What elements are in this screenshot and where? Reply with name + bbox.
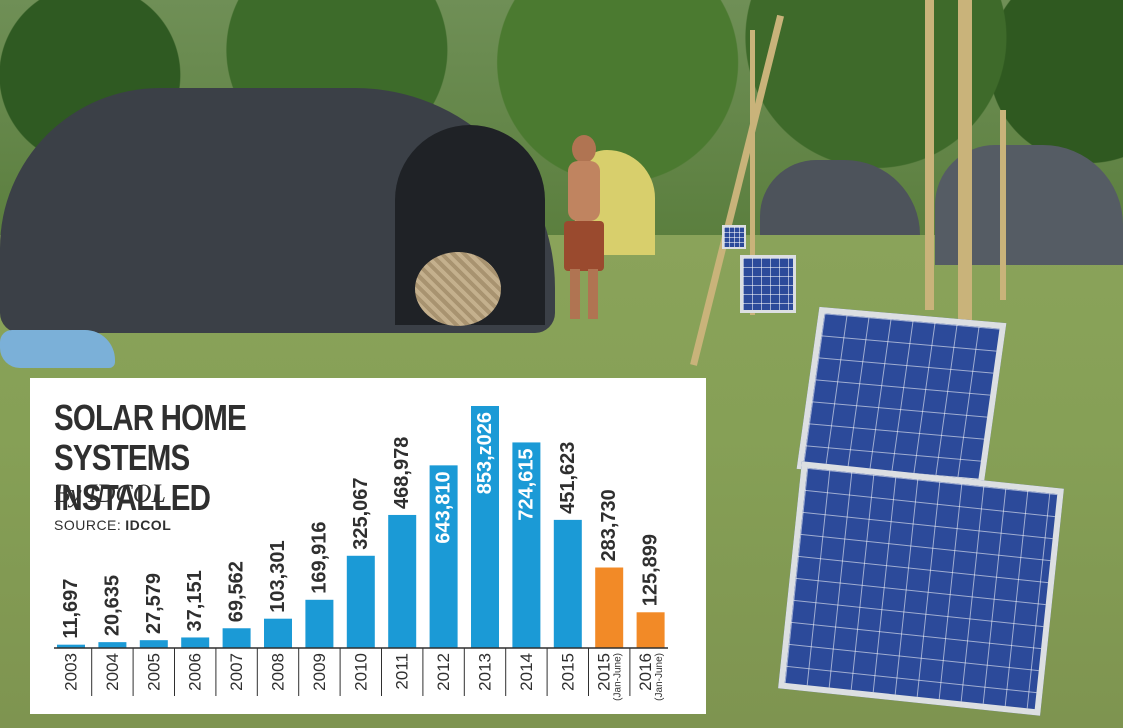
- x-tick-label: 2011: [393, 653, 412, 690]
- data-label: 724,615: [515, 448, 537, 520]
- x-tick-label: 2015: [558, 653, 577, 691]
- data-label: 27,579: [143, 573, 165, 634]
- data-label: 125,899: [640, 534, 662, 606]
- bar-2007: [222, 628, 251, 648]
- chart-subtitle: By IDCOL: [54, 479, 166, 508]
- bar-2004: [98, 642, 127, 648]
- data-label: 643,810: [433, 471, 455, 543]
- bar-2005: [139, 640, 168, 648]
- bamboo-pole: [925, 0, 934, 310]
- source-label: SOURCE:: [54, 517, 122, 533]
- x-tick-label: 2014: [517, 653, 536, 691]
- data-label: 169,916: [308, 521, 330, 593]
- blue-tarp: [0, 330, 115, 368]
- bar-2010: [346, 555, 375, 648]
- x-tick-note: (Jan-June): [613, 653, 624, 701]
- data-label: 451,623: [557, 442, 579, 514]
- x-tick-label: 2003: [62, 653, 81, 691]
- bar-2003: [57, 644, 85, 648]
- x-tick-label: 2010: [351, 653, 370, 691]
- x-tick-note: (Jan-June): [654, 653, 665, 701]
- x-tick-label: 2005: [144, 653, 163, 691]
- infographic-card: SOLAR HOME SYSTEMS INSTALLED By IDCOL SO…: [30, 378, 706, 714]
- solar-panel: [796, 306, 1007, 486]
- chart-title: SOLAR HOME SYSTEMS INSTALLED: [54, 397, 247, 518]
- x-tick-label: 2013: [476, 653, 495, 691]
- data-label: 20,635: [101, 575, 123, 636]
- solar-panel: [778, 461, 1064, 716]
- bar-2015-jan-june: [595, 567, 624, 648]
- x-tick-label: 2012: [434, 653, 453, 691]
- x-tick-label: 2016: [636, 653, 655, 691]
- data-label: 103,301: [267, 540, 289, 612]
- bar-chart: 11,697 2003 20,635 2004 27,579 2005 37,151 2006…: [54, 406, 668, 701]
- bar-2009: [305, 599, 334, 648]
- data-label: 853,z026: [474, 412, 496, 494]
- x-tick-label: 2004: [103, 653, 122, 691]
- solar-panel: [722, 225, 746, 249]
- data-label: 325,067: [350, 477, 372, 549]
- data-label: 69,562: [226, 561, 248, 622]
- bar-2008: [264, 618, 292, 648]
- x-tick-label: 2015: [595, 653, 614, 691]
- x-tick-label: 2007: [227, 653, 246, 691]
- solar-panel: [740, 255, 796, 313]
- bar-2014: [512, 442, 541, 648]
- bar-2016-jan-june: [636, 612, 665, 648]
- bamboo-pole: [750, 30, 755, 315]
- x-tick-label: 2006: [186, 653, 205, 691]
- data-label: 283,730: [598, 489, 620, 561]
- bar-2006: [181, 637, 210, 648]
- x-tick-label: 2009: [310, 653, 329, 691]
- data-label: 37,151: [184, 570, 206, 631]
- x-tick-label: 2008: [269, 653, 288, 691]
- bar-2011: [388, 514, 417, 648]
- data-label: 468,978: [391, 437, 413, 509]
- bar-2015: [553, 519, 582, 648]
- source-value: IDCOL: [125, 517, 172, 533]
- bamboo-pole: [1000, 110, 1006, 300]
- woven-basket: [415, 252, 501, 326]
- bar-2012: [429, 465, 458, 648]
- source-line: SOURCE: IDCOL: [54, 517, 171, 533]
- bar-2013: [471, 406, 499, 648]
- child-figure: [560, 135, 610, 320]
- data-label: 11,697: [60, 579, 82, 639]
